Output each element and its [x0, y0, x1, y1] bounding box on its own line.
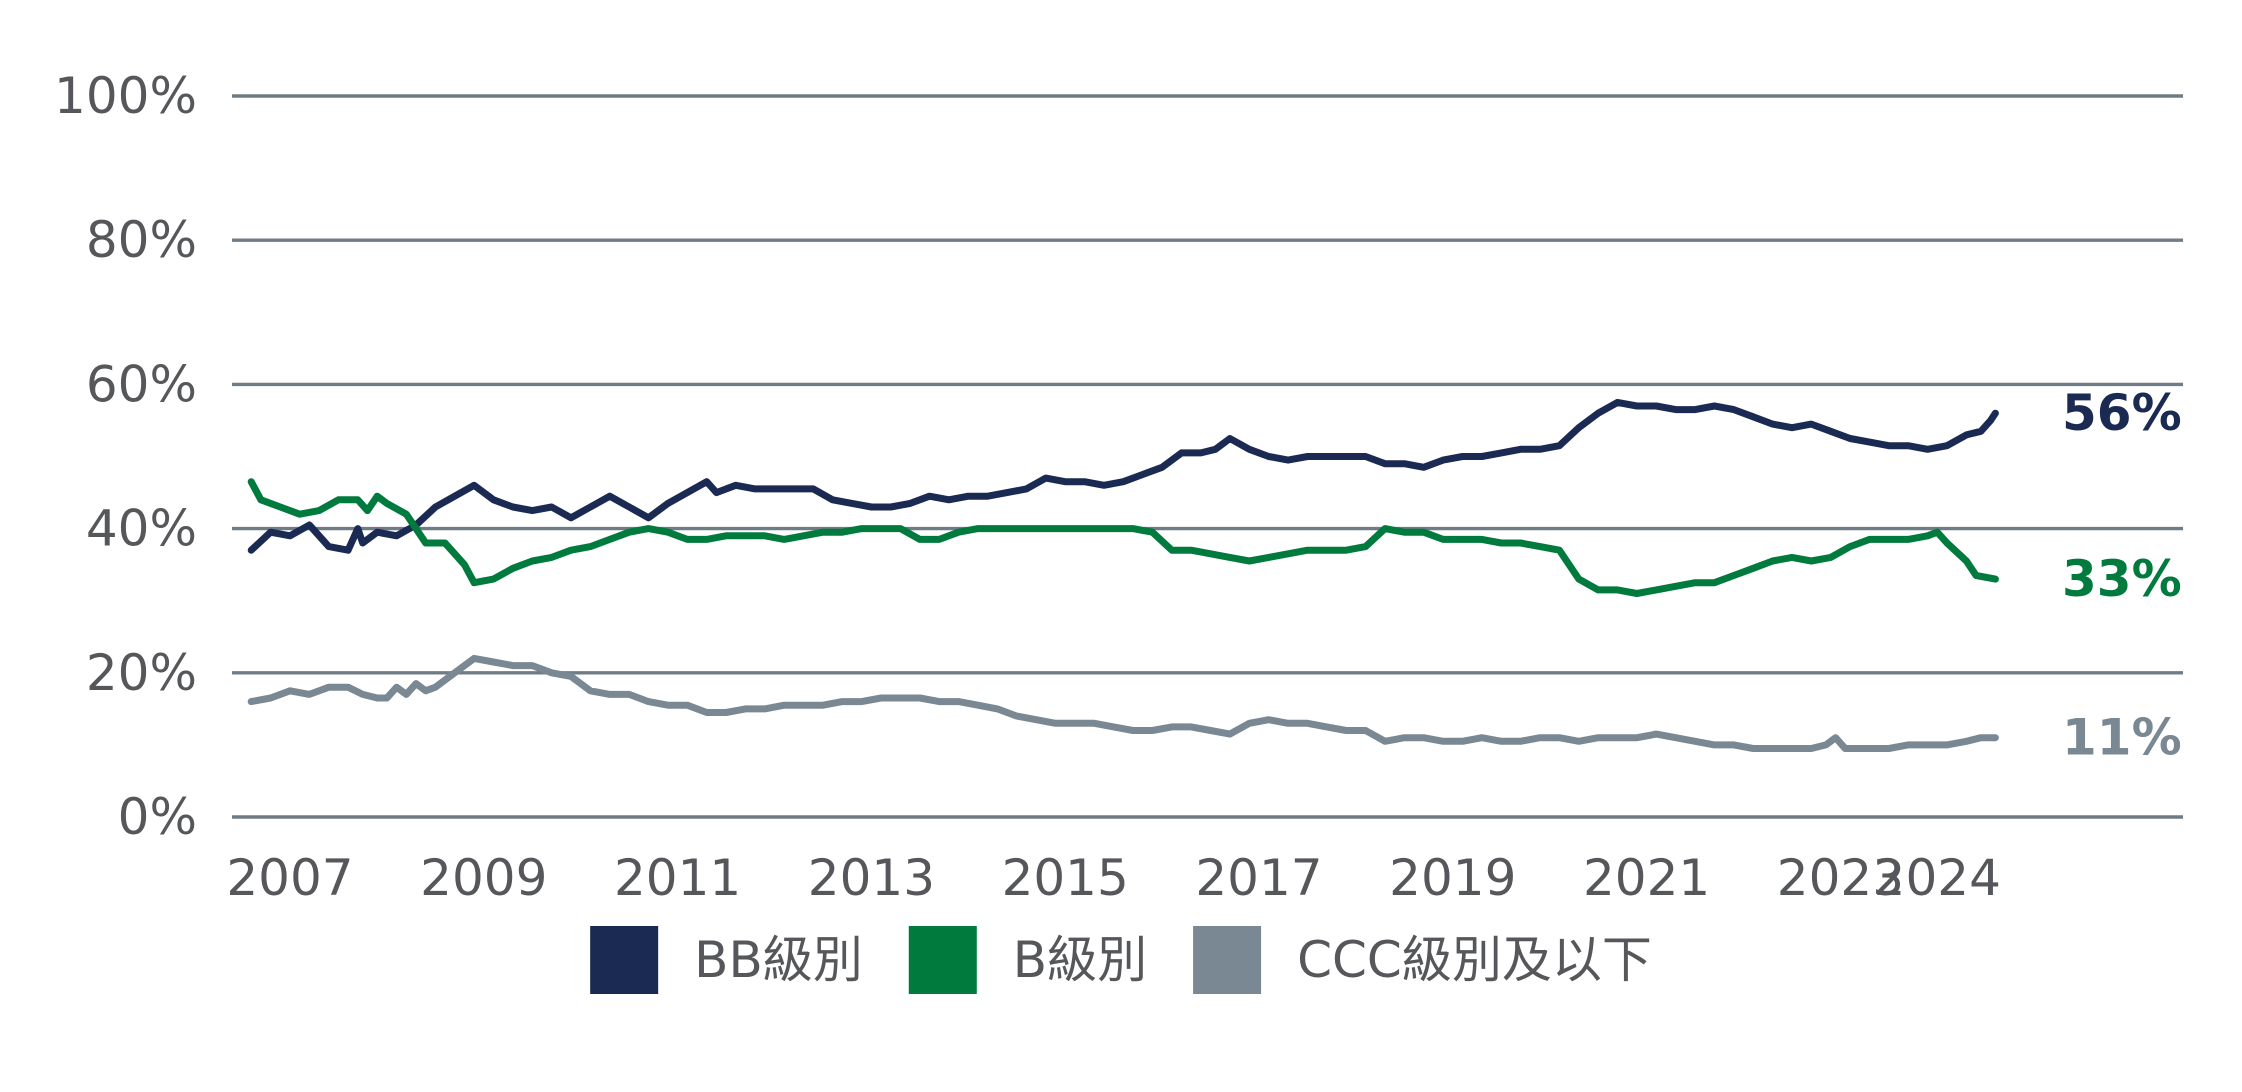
end-value-label: 11% [2062, 709, 2182, 767]
end-value-label: 33% [2062, 550, 2182, 608]
x-tick-label: 2021 [1583, 849, 1710, 907]
end-labels: 56% 33% 11% [2062, 384, 2182, 766]
legend-label: BB級別 [694, 931, 863, 989]
legend-label: CCC級別及以下 [1297, 931, 1652, 989]
legend-swatch [908, 926, 977, 994]
x-tick-label: 2023 [1777, 849, 1904, 907]
y-tick-label: 100% [54, 67, 197, 125]
x-tick-label: 2024 [1874, 849, 2001, 907]
series-line-0 [247, 398, 1999, 554]
series-lines [247, 398, 1999, 752]
series-line-2 [247, 654, 1999, 752]
y-tick-label: 0% [118, 788, 197, 846]
legend-swatch [590, 926, 659, 994]
legend-label: B級別 [1013, 931, 1147, 989]
x-tick-label: 2017 [1195, 849, 1322, 907]
x-tick-label: 2007 [226, 849, 353, 907]
y-tick-label: 60% [86, 355, 197, 413]
y-axis-tick-labels: 0% 20% 40% 60% 80% 100% [54, 67, 197, 846]
x-tick-label: 2015 [1002, 849, 1129, 907]
y-tick-label: 20% [86, 644, 197, 702]
legend: BB級別 B級別 CCC級別及以下 [590, 926, 1652, 994]
gridlines [232, 94, 2183, 819]
x-tick-label: 2019 [1389, 849, 1516, 907]
y-tick-label: 40% [86, 500, 197, 558]
x-tick-label: 2013 [808, 849, 935, 907]
legend-swatch [1193, 926, 1262, 994]
y-tick-label: 80% [86, 211, 197, 269]
x-tick-label: 2009 [420, 849, 547, 907]
end-value-label: 56% [2062, 384, 2182, 442]
x-tick-label: 2011 [614, 849, 741, 907]
series-line-1 [247, 478, 1999, 597]
